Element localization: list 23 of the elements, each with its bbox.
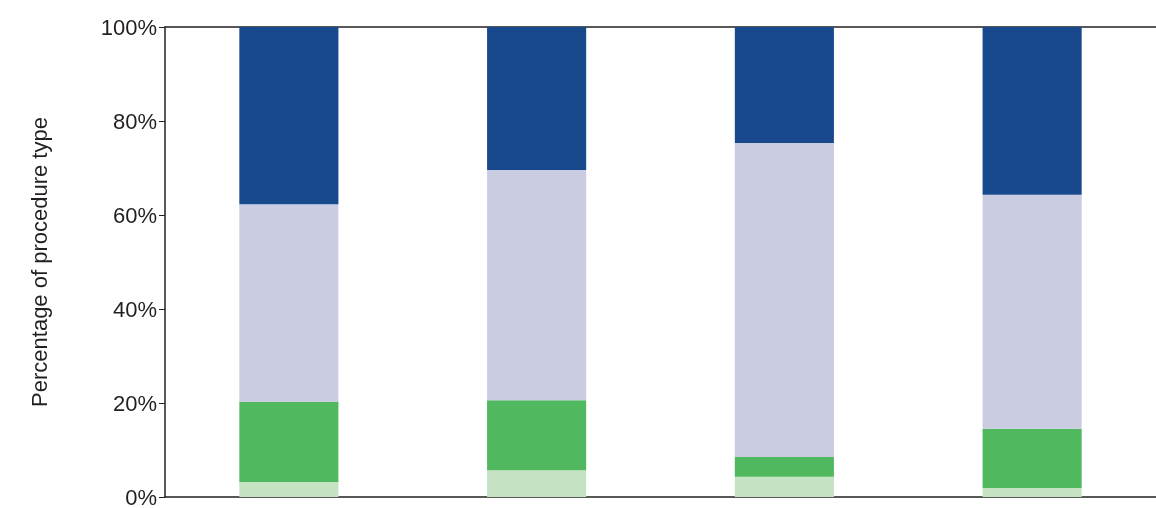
y-tick-label: 20% (112, 390, 157, 416)
bar (734, 457, 834, 477)
bar (239, 481, 339, 497)
bar (734, 143, 834, 458)
bar (982, 488, 1082, 497)
y-tick-label: 100% (100, 14, 157, 40)
y-tick-label: 0% (125, 484, 157, 508)
bar (982, 194, 1082, 429)
bar (734, 27, 834, 144)
bar (487, 470, 587, 497)
y-axis-title: Percentage of procedure type (26, 117, 52, 407)
y-tick-label: 80% (112, 108, 157, 134)
y-tick-label: 40% (112, 296, 157, 322)
bar (239, 204, 339, 403)
bar (487, 27, 587, 170)
y-tick-label: 60% (112, 202, 157, 228)
bar (239, 402, 339, 482)
bar (487, 169, 587, 401)
bar (734, 476, 834, 497)
bar (239, 27, 339, 205)
bar (982, 27, 1082, 195)
bar (487, 400, 587, 471)
bar (982, 428, 1082, 489)
